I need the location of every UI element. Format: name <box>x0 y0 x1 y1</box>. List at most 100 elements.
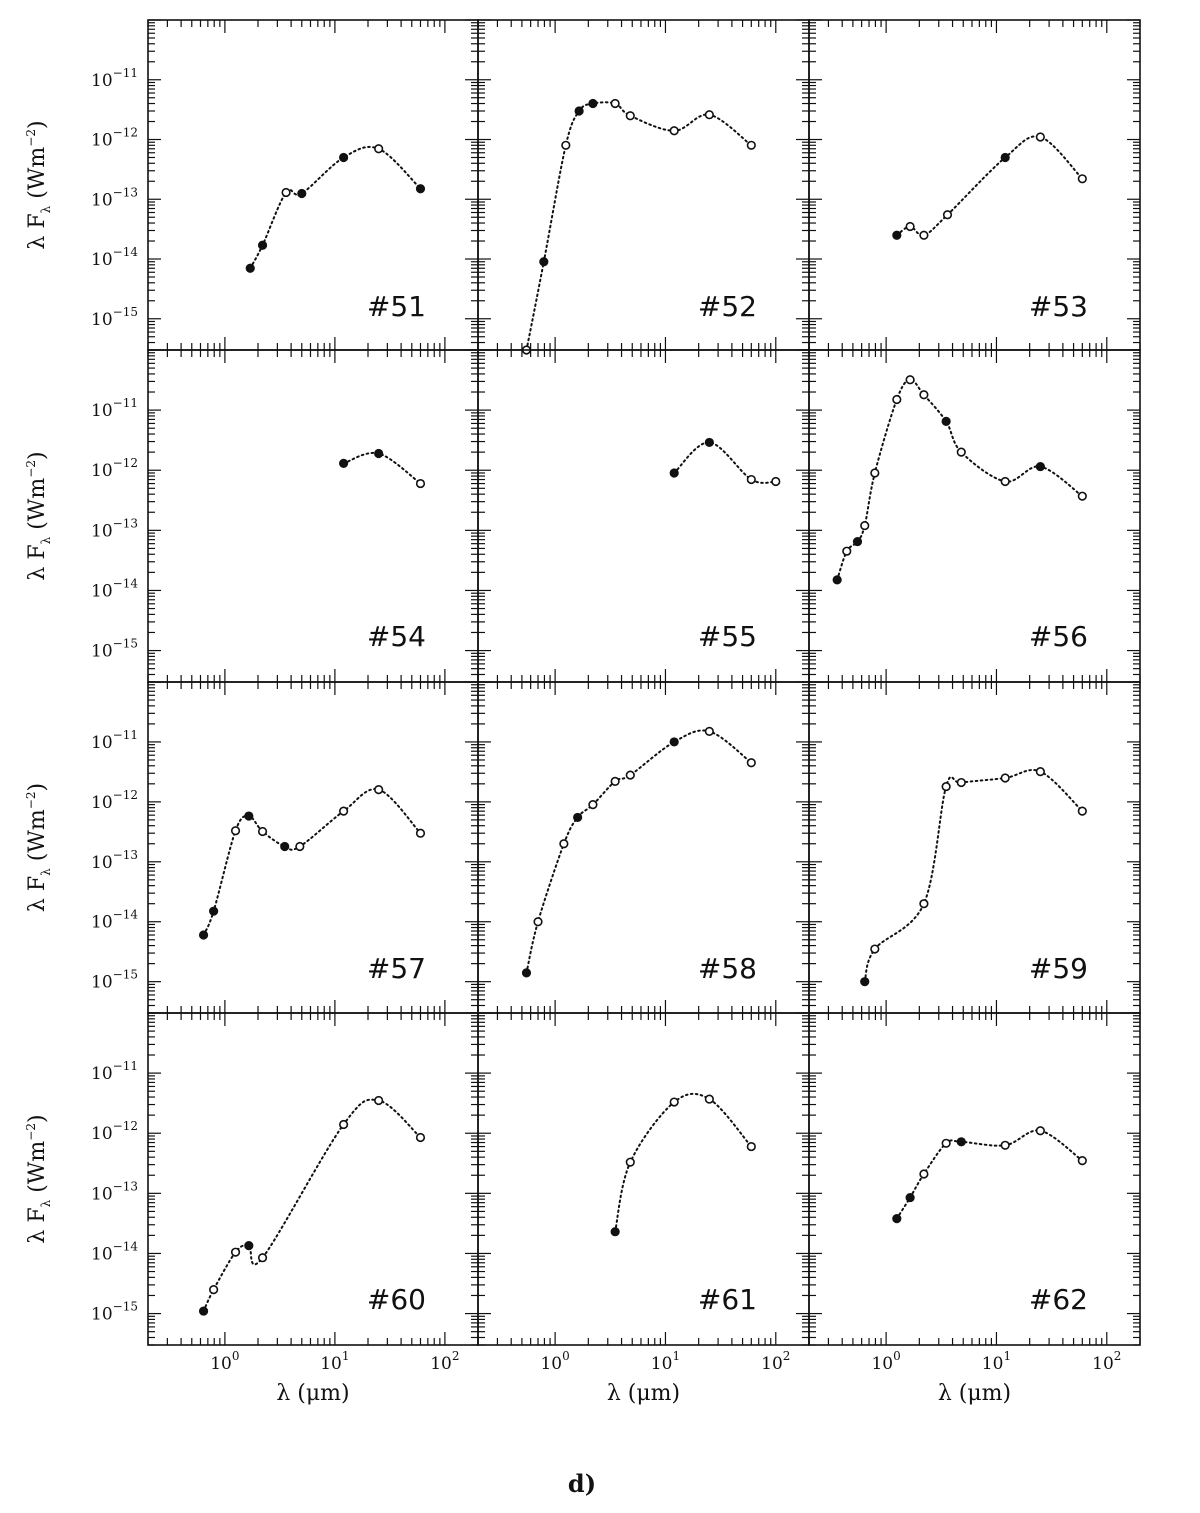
data-point <box>610 776 620 786</box>
panel-56: #56 <box>808 349 1141 683</box>
data-point <box>1035 1126 1045 1136</box>
data-point <box>1035 461 1045 472</box>
panel-frame <box>147 1012 479 1346</box>
data-point <box>860 520 870 531</box>
sed-curve <box>863 769 1084 983</box>
panel-frame <box>147 349 479 683</box>
panel-58: #58 <box>477 681 810 1014</box>
x-tick-label: 100 <box>540 1349 569 1374</box>
panel-label: #62 <box>1029 1283 1088 1316</box>
data-point <box>374 448 384 459</box>
data-point <box>415 478 426 489</box>
data-point <box>574 106 584 116</box>
sed-curve <box>614 1092 753 1233</box>
data-point <box>198 930 209 940</box>
data-point <box>669 737 679 747</box>
panel-frame <box>477 349 810 683</box>
data-point <box>956 447 966 457</box>
data-point <box>374 1095 384 1106</box>
panel-label: #57 <box>367 952 426 985</box>
y-tick-label: 10−15 <box>91 1300 138 1325</box>
data-point <box>669 1097 679 1107</box>
data-point <box>521 968 532 978</box>
panel-53: #53 <box>808 19 1141 351</box>
data-point <box>281 187 291 198</box>
sed-curve <box>895 135 1084 237</box>
data-point <box>704 726 714 736</box>
data-point <box>374 144 384 154</box>
data-point <box>1000 476 1010 487</box>
panel-label: #52 <box>698 290 757 323</box>
data-point <box>257 240 268 250</box>
panel-label: #61 <box>698 1283 757 1316</box>
sed-curve <box>342 451 422 485</box>
panel-label: #54 <box>367 620 426 653</box>
panel-60: 10−15 10−14 10−13 10−12 10−11 λ Fλ (Wm−2) 100 1… <box>24 1012 479 1406</box>
data-point <box>941 416 951 426</box>
panel-54: 10−15 10−14 10−13 10−12 10−11 λ Fλ (Wm−2) #54 <box>24 349 479 683</box>
data-point <box>230 1247 241 1257</box>
data-point <box>561 140 571 150</box>
data-point <box>746 474 756 485</box>
data-point <box>704 110 714 120</box>
data-point <box>941 1138 951 1148</box>
data-point <box>746 758 756 768</box>
data-point <box>852 536 863 547</box>
data-point <box>415 828 426 838</box>
data-point <box>942 210 953 220</box>
data-point <box>1035 766 1045 777</box>
data-point <box>374 785 384 795</box>
data-point <box>905 221 915 232</box>
y-tick-label: 10−15 <box>91 305 138 330</box>
data-point <box>905 1192 915 1203</box>
data-point <box>919 899 929 909</box>
data-point <box>338 806 349 816</box>
panel-label: #56 <box>1029 620 1088 653</box>
data-point <box>338 1119 349 1130</box>
data-point <box>704 437 714 448</box>
panel-55: #55 <box>477 349 810 683</box>
data-point <box>1077 174 1087 184</box>
panel-62: 100 101 102 λ (μm) #62 <box>808 1012 1141 1406</box>
y-axis-title: λ Fλ (Wm−2) <box>24 120 53 249</box>
sed-curve <box>202 1098 422 1313</box>
data-point <box>669 126 679 136</box>
data-point <box>842 546 852 556</box>
y-tick-label: 10−12 <box>91 456 138 481</box>
data-point <box>956 777 966 788</box>
y-tick-label: 10−13 <box>91 516 138 541</box>
panel-label: #51 <box>367 290 426 323</box>
data-point <box>209 906 219 916</box>
data-point <box>860 977 870 987</box>
data-point <box>1077 491 1087 501</box>
data-point <box>771 476 781 487</box>
data-point <box>1000 773 1010 783</box>
data-point <box>905 375 915 385</box>
data-point <box>919 390 929 400</box>
data-point <box>610 1227 620 1237</box>
y-tick-label: 10−14 <box>91 1239 138 1264</box>
data-point <box>956 1137 966 1147</box>
sed-curve <box>249 145 422 270</box>
data-point <box>1000 152 1010 163</box>
panel-frame <box>147 681 479 1014</box>
data-point <box>625 770 635 780</box>
data-point <box>533 917 543 927</box>
panel-label: #59 <box>1029 952 1088 985</box>
data-point <box>280 841 290 852</box>
panel-frame <box>808 349 1141 683</box>
data-point <box>588 800 598 810</box>
panel-frame <box>477 19 810 351</box>
panel-61: 100 101 102 λ (μm) #61 <box>477 1012 810 1406</box>
panel-label: #53 <box>1029 290 1088 323</box>
sed-curve <box>836 378 1084 581</box>
data-point <box>588 98 598 109</box>
data-point <box>625 111 635 121</box>
panel-51: 10−15 10−14 10−13 10−12 10−11 λ Fλ (Wm−2) #51 <box>24 19 479 351</box>
y-tick-label: 10−12 <box>91 788 138 813</box>
panel-frame <box>808 19 1141 351</box>
x-tick-label: 102 <box>761 1349 790 1374</box>
data-point <box>257 826 268 837</box>
data-point <box>559 839 569 849</box>
